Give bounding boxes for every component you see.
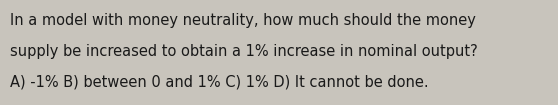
Text: A) -1% B) between 0 and 1% C) 1% D) It cannot be done.: A) -1% B) between 0 and 1% C) 1% D) It c… — [10, 75, 429, 90]
Text: In a model with money neutrality, how much should the money: In a model with money neutrality, how mu… — [10, 13, 476, 28]
Text: supply be increased to obtain a 1% increase in nominal output?: supply be increased to obtain a 1% incre… — [10, 44, 478, 59]
